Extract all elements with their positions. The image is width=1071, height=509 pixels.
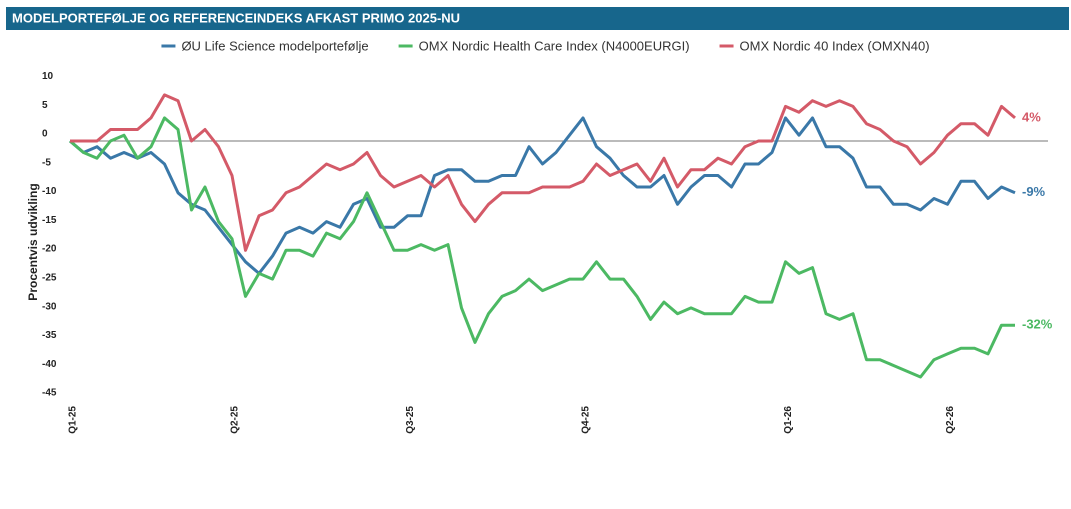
end-label: 4% [1022, 109, 1041, 124]
y-tick-label: -5 [42, 157, 51, 168]
y-tick-label: -10 [42, 186, 57, 197]
series-line [70, 93, 1016, 252]
y-tick-label: 5 [42, 100, 48, 111]
y-tick-label: -40 [42, 359, 57, 370]
end-label: -9% [1022, 184, 1046, 199]
y-tick-label: 0 [42, 129, 48, 140]
x-tick-label: Q1-25 [68, 406, 79, 434]
series-line [69, 116, 1016, 275]
y-tick-label: -30 [42, 301, 57, 312]
y-axis-label: Procentvis udvikling [26, 183, 40, 300]
chart-title: MODELPORTEFØLJE OG REFERENCEINDEKS AFKAS… [12, 10, 460, 25]
legend-label: ØU Life Science modelportefølje [181, 38, 368, 53]
x-tick-label: Q4-25 [581, 406, 592, 434]
x-tick-label: Q1-26 [783, 406, 794, 434]
legend-label: OMX Nordic Health Care Index (N4000EURGI… [419, 38, 690, 53]
legend-label: OMX Nordic 40 Index (OMXN40) [740, 38, 930, 53]
x-tick-label: Q2-25 [230, 406, 241, 434]
end-label: -32% [1022, 317, 1053, 332]
y-tick-label: -35 [42, 330, 57, 341]
y-tick-label: -15 [42, 215, 57, 226]
y-tick-label: -25 [42, 273, 57, 284]
y-tick-label: 10 [42, 71, 54, 82]
series-line [69, 116, 1015, 379]
x-tick-label: Q3-25 [405, 406, 416, 434]
y-tick-label: -20 [42, 244, 57, 255]
x-tick-label: Q2-26 [945, 406, 956, 434]
y-tick-label: -45 [42, 388, 57, 399]
title-bar [6, 7, 1069, 30]
